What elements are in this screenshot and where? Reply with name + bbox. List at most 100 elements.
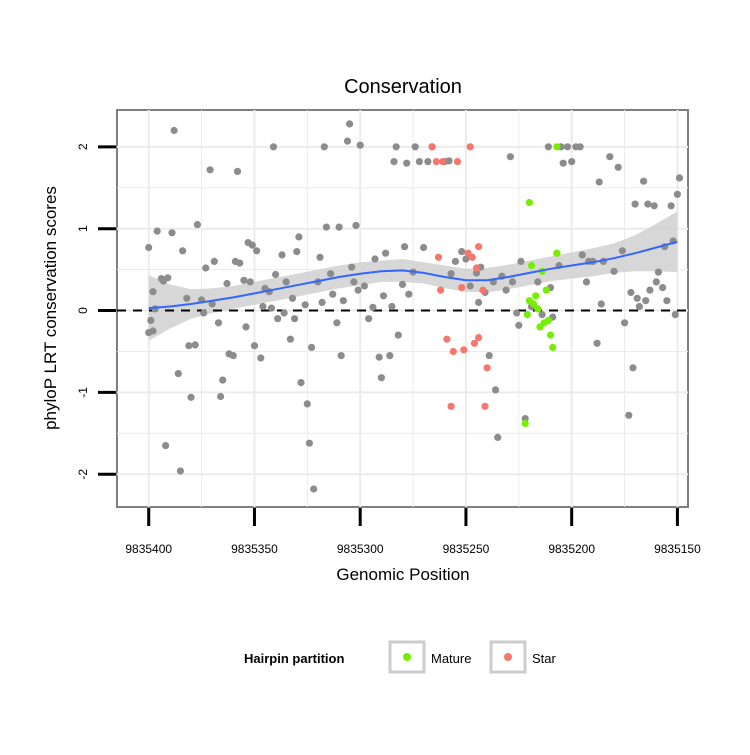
point-other <box>174 370 182 378</box>
points-layer <box>145 120 684 493</box>
point-star <box>460 346 468 354</box>
point-other <box>508 278 517 286</box>
point-other <box>248 241 256 249</box>
point-star <box>432 158 440 166</box>
point-star <box>479 286 487 294</box>
point-other <box>386 352 394 360</box>
point-other <box>337 352 345 360</box>
point-other <box>343 137 352 145</box>
point-other <box>390 158 398 166</box>
point-other <box>606 153 614 161</box>
y-tick-label: -1 <box>76 387 90 398</box>
point-other <box>322 223 330 231</box>
point-other <box>640 177 648 185</box>
chart-title: Conservation <box>344 76 462 98</box>
point-other <box>544 143 553 151</box>
point-other <box>394 331 402 339</box>
point-star <box>453 158 462 166</box>
point-star <box>449 347 457 356</box>
point-other <box>629 364 637 372</box>
point-other <box>356 141 364 149</box>
y-tick-label: -2 <box>76 469 90 480</box>
point-star <box>443 335 451 343</box>
point-star <box>458 284 466 292</box>
point-other <box>147 316 155 324</box>
point-other <box>333 319 341 327</box>
x-tick-label: 9835400 <box>125 542 172 556</box>
x-tick-label: 9835150 <box>654 542 701 556</box>
point-mature <box>532 292 540 300</box>
point-other <box>162 442 170 450</box>
point-mature <box>549 343 557 351</box>
point-other <box>445 157 453 165</box>
point-other <box>316 253 324 261</box>
point-other <box>597 300 605 308</box>
point-other <box>219 376 227 384</box>
point-star <box>466 143 474 151</box>
point-other <box>288 294 297 302</box>
point-other <box>515 321 523 329</box>
point-other <box>253 247 261 255</box>
point-other <box>354 286 362 294</box>
y-tick-label: 2 <box>76 143 90 150</box>
point-other <box>462 255 470 263</box>
point-star <box>428 143 436 151</box>
point-other <box>365 315 373 323</box>
legend-label-star: Star <box>532 651 557 666</box>
point-other <box>318 298 326 306</box>
point-other <box>274 315 282 323</box>
smooth-line <box>148 240 678 310</box>
point-mature <box>523 311 531 319</box>
point-other <box>236 259 244 267</box>
point-mature <box>525 198 534 207</box>
point-other <box>582 278 591 286</box>
x-axis-title: Genomic Position <box>336 565 469 584</box>
point-mature <box>530 300 538 308</box>
point-other <box>149 288 157 296</box>
point-other <box>377 374 385 382</box>
point-star <box>470 339 478 347</box>
point-other <box>568 158 576 166</box>
point-other <box>485 352 493 360</box>
point-other <box>305 439 313 447</box>
point-other <box>327 270 335 278</box>
point-other <box>576 143 584 151</box>
point-other <box>210 257 218 265</box>
point-other <box>286 335 294 343</box>
point-other <box>208 300 216 308</box>
y-axis: 2 1 0 -1 -2 <box>76 143 116 480</box>
point-other <box>242 323 250 331</box>
point-other <box>371 255 379 263</box>
point-other <box>392 143 400 151</box>
point-other <box>447 270 455 278</box>
smooth-line-layer <box>148 240 678 310</box>
point-other <box>646 286 654 294</box>
point-other <box>202 264 210 272</box>
point-other <box>517 257 525 265</box>
point-other <box>671 311 679 319</box>
legend-swatch-mature <box>403 653 411 661</box>
point-other <box>593 339 601 347</box>
point-other <box>310 485 318 493</box>
point-other <box>217 392 225 401</box>
y-axis-title: phyloP LRT conservation scores <box>41 186 60 430</box>
point-mature <box>527 261 536 270</box>
point-other <box>642 297 650 305</box>
point-other <box>149 327 157 335</box>
point-other <box>153 227 161 235</box>
point-other <box>451 257 459 265</box>
point-other <box>183 294 191 302</box>
point-other <box>335 223 343 231</box>
point-other <box>667 202 675 210</box>
point-other <box>145 243 153 252</box>
point-other <box>534 278 542 286</box>
point-other <box>223 279 231 288</box>
point-other <box>578 251 586 259</box>
x-axis: 9835400 9835350 9835300 9835250 9835200 98351… <box>125 508 701 556</box>
point-other <box>403 159 411 167</box>
legend: Hairpin partition Mature Star <box>244 640 557 674</box>
point-other <box>659 284 667 292</box>
point-other <box>411 143 419 151</box>
point-other <box>352 221 360 229</box>
